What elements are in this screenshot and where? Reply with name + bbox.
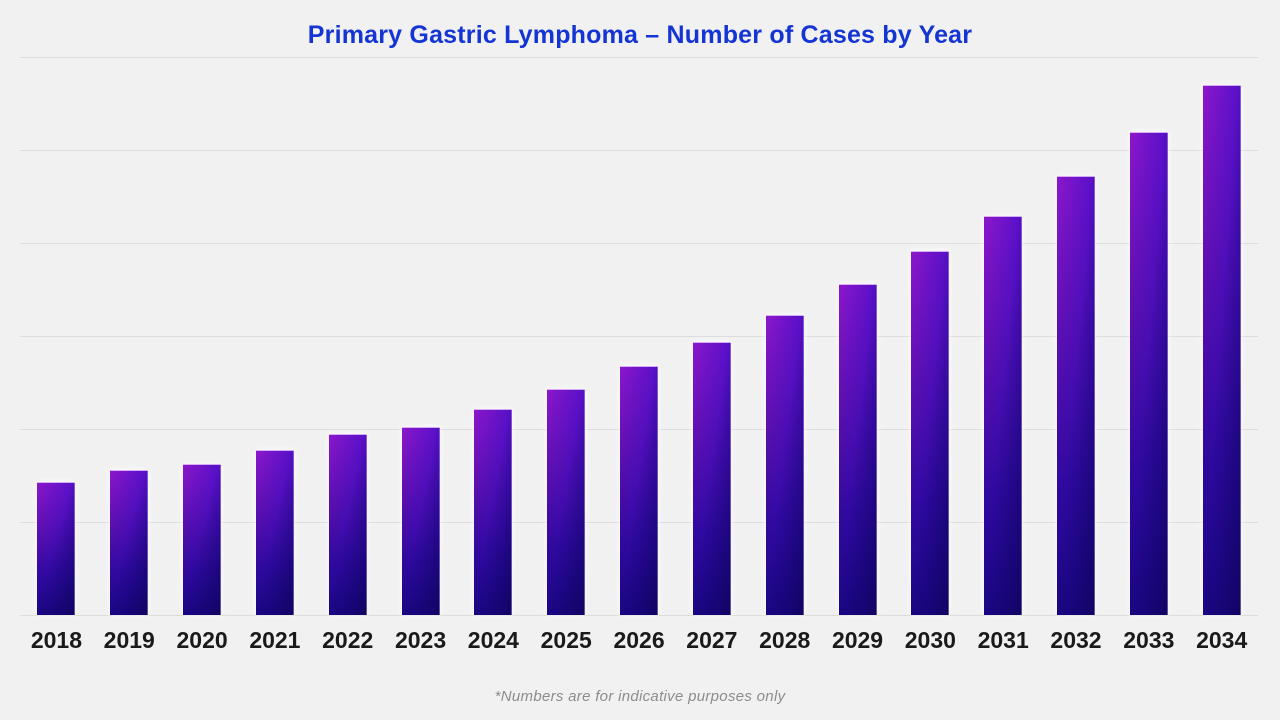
bar-2029 [838,283,877,615]
bar-column-2020 [166,57,239,615]
bar-2027 [692,341,731,615]
x-label-2033: 2033 [1123,627,1175,653]
bar-2022 [328,433,367,615]
x-label-2028: 2028 [759,627,811,653]
bar-2032 [1057,176,1095,615]
x-label-2026: 2026 [613,627,665,653]
x-label-2027: 2027 [686,627,738,653]
bar-2021 [255,450,294,615]
bar-2026 [620,365,659,615]
bar-column-2028 [748,57,821,615]
bar-2031 [984,216,1023,615]
bar-column-2025 [530,57,603,615]
gridline [20,150,1258,151]
x-label-2018: 2018 [30,627,82,653]
x-label-2020: 2020 [176,627,228,653]
bar-2018 [37,482,76,615]
gridline [20,243,1258,244]
bar-2034 [1202,84,1241,615]
x-label-2024: 2024 [467,627,519,653]
bar-column-2021 [238,57,311,615]
x-label-2019: 2019 [103,627,155,653]
bar-column-2026 [603,57,676,615]
x-label-2034: 2034 [1196,627,1248,653]
bar-2033 [1129,132,1168,615]
bar-column-2032 [1040,57,1113,615]
x-label-2030: 2030 [904,627,956,653]
x-label-2021: 2021 [249,627,301,653]
bar-column-2030 [894,57,967,615]
plot-area [20,57,1258,616]
bar-column-2034 [1185,57,1258,615]
gridline [20,57,1258,58]
x-label-2029: 2029 [831,627,884,653]
x-label-2025: 2025 [540,627,592,653]
bar-2028 [765,314,804,615]
x-axis-labels: 2018 2019 2020 2021 2022 2023 2024 2025 2026 2027… [20,627,1258,654]
bar-2019 [110,469,149,615]
gridline [20,336,1258,337]
bar-column-2023 [384,57,457,615]
bar-column-2019 [93,57,166,615]
bar-column-2018 [20,57,93,615]
bar-column-2031 [967,57,1040,615]
x-label-2023: 2023 [394,627,447,653]
bar-column-2024 [457,57,530,615]
bar-column-2022 [311,57,384,615]
bar-2023 [401,427,440,615]
bar-2020 [183,464,222,615]
bar-column-2029 [821,57,894,615]
x-label-2022: 2022 [322,627,374,653]
bar-2025 [547,389,586,615]
footnote: *Numbers are for indicative purposes onl… [494,688,786,705]
bar-2030 [911,251,950,615]
x-label-2031: 2031 [977,627,1029,653]
bar-2024 [474,408,513,615]
bar-column-2033 [1112,57,1185,615]
x-label-2032: 2032 [1050,627,1102,653]
bars-container [20,57,1258,615]
bar-column-2027 [675,57,748,615]
chart-title: Primary Gastric Lymphoma – Number of Cas… [307,21,973,49]
gridline [20,615,1258,616]
